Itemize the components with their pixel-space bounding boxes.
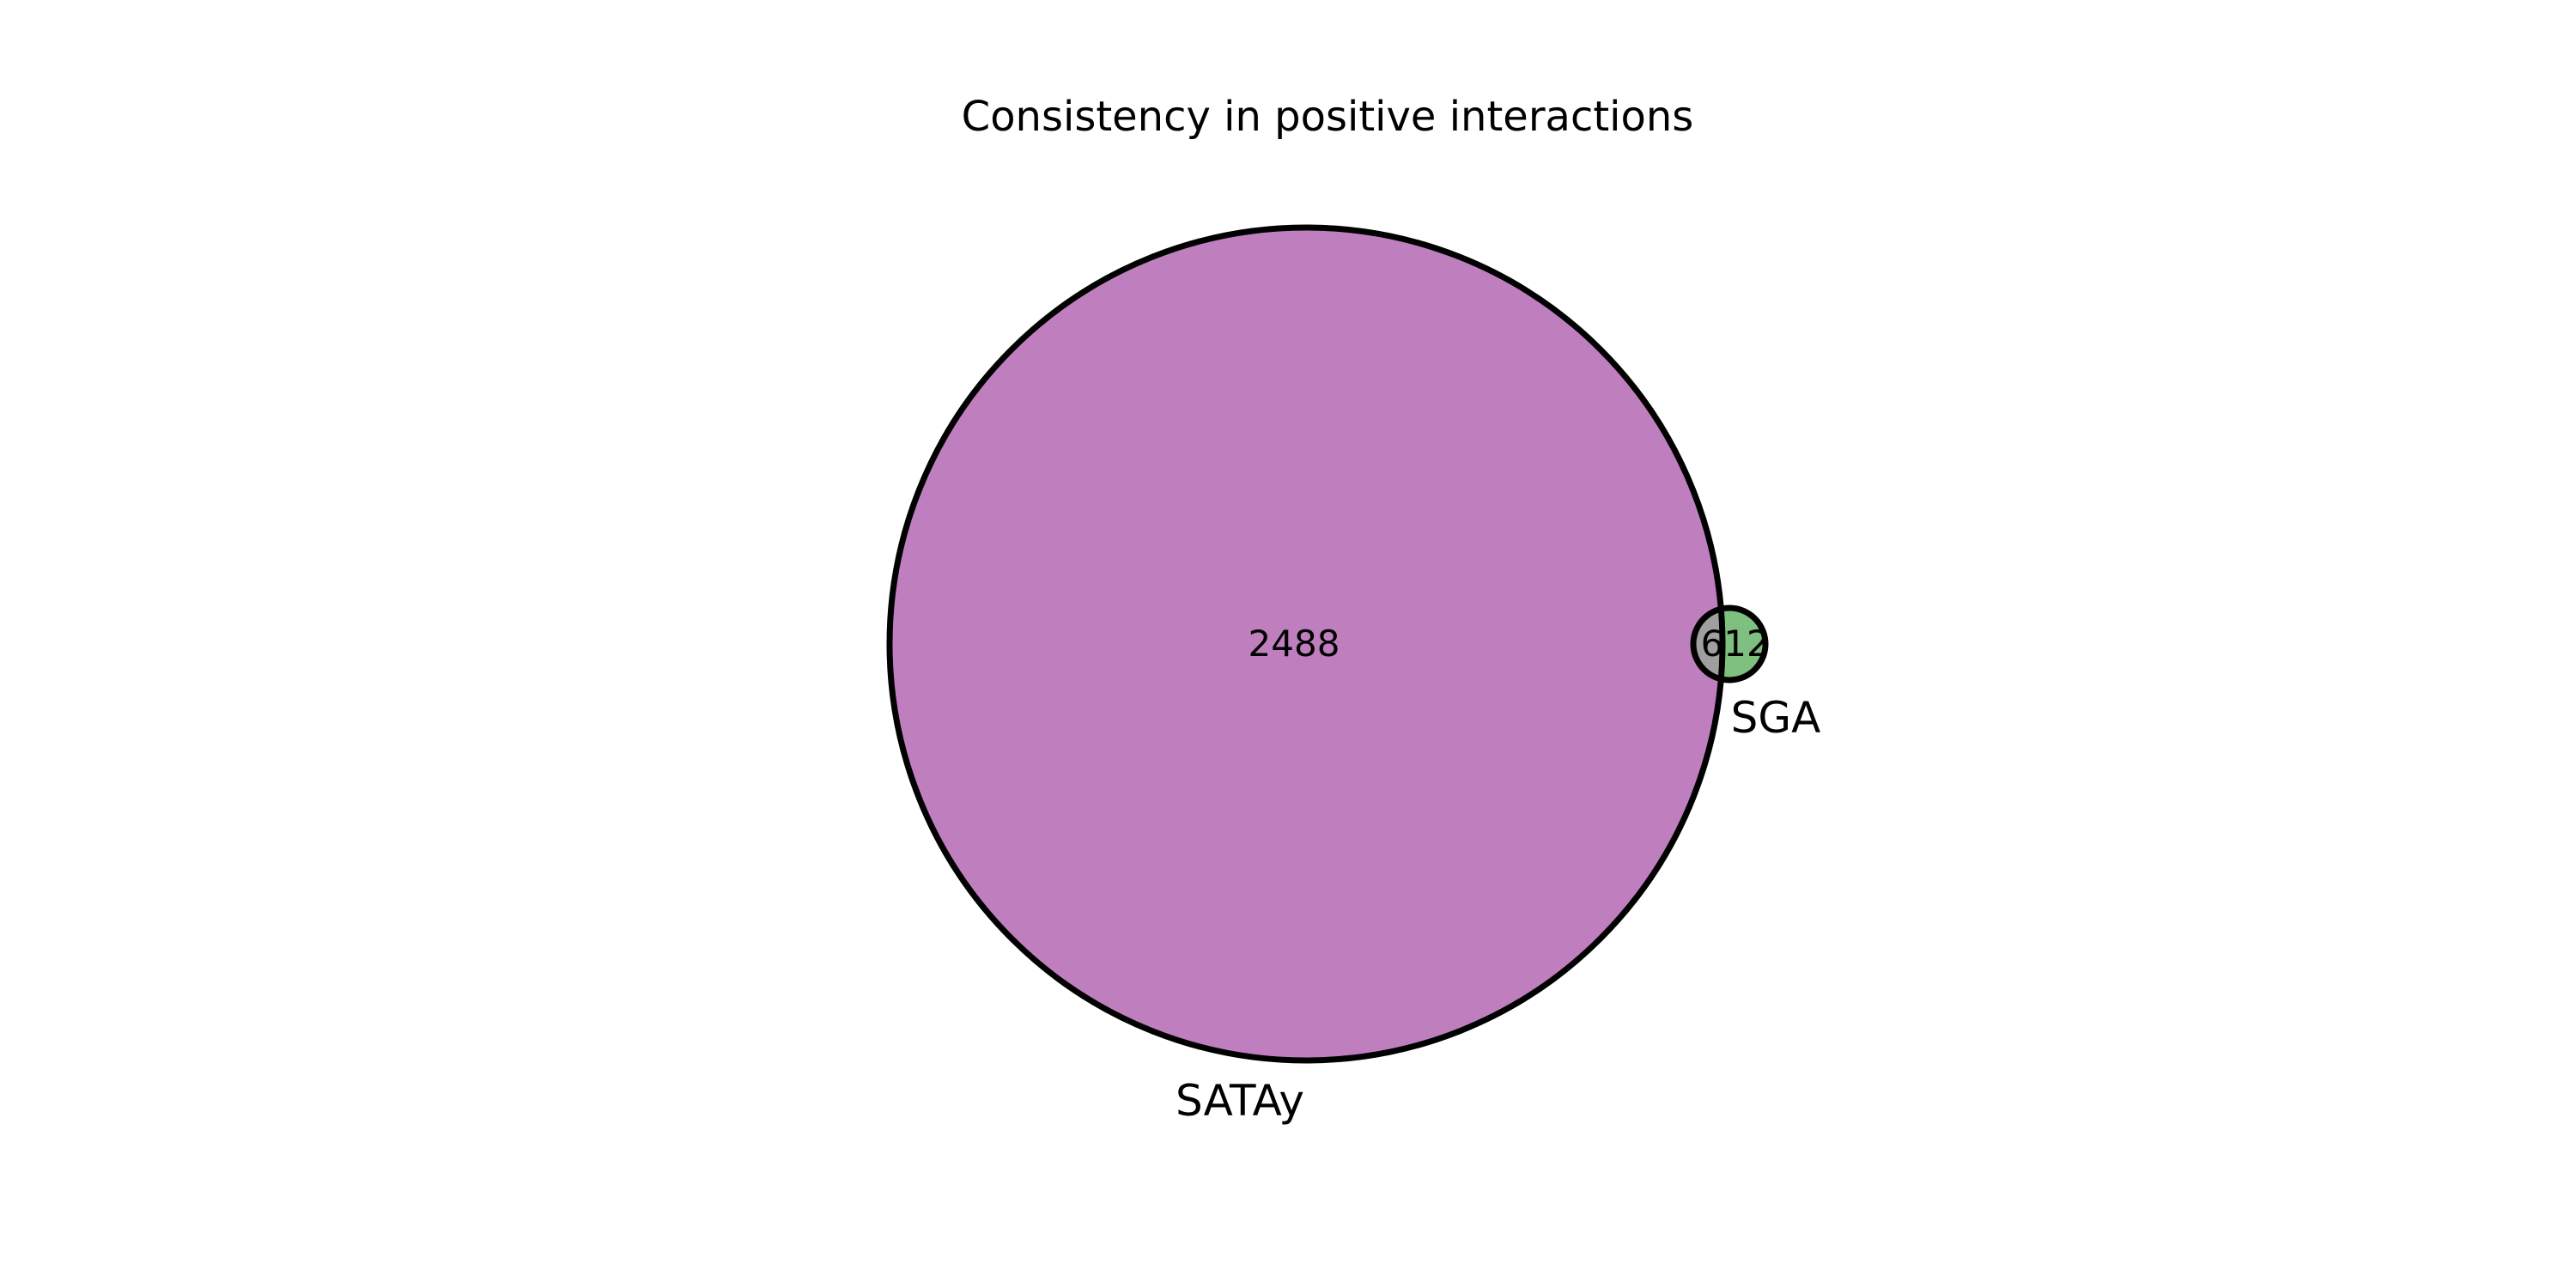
satay-outline — [886, 224, 1726, 1064]
overlap-region — [1693, 608, 1722, 680]
satay-set-label: SATAy — [1176, 1076, 1304, 1126]
satay-only-count: 2488 — [1249, 623, 1340, 665]
chart-title: Consistency in positive interactions — [962, 93, 1694, 141]
sga-set-label: SGA — [1731, 693, 1821, 743]
sga-only-count: 12 — [1723, 623, 1769, 665]
sga-outline — [1690, 605, 1769, 683]
satay-circle — [890, 228, 1722, 1060]
overlap-count: 6 — [1701, 623, 1724, 665]
